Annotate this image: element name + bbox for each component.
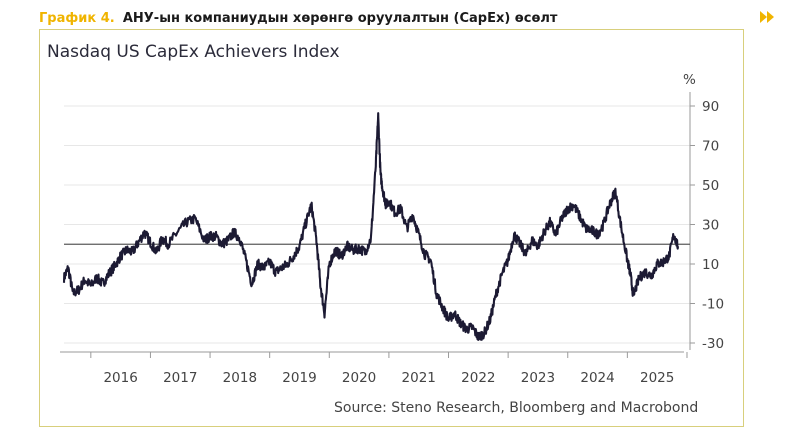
x-tick-label: 2024 [580,370,614,386]
figure-label: График 4. [39,11,115,26]
x-tick-label: 2023 [521,370,555,386]
x-tick-label: 2018 [223,370,257,386]
y-tick-label: -30 [702,336,724,352]
chart-title: Nasdaq US CapEx Achievers Index [47,42,340,62]
chart-frame [39,29,744,427]
source-note: Source: Steno Research, Bloomberg and Ma… [334,400,698,416]
x-tick-label: 2021 [402,370,436,386]
x-tick-label: 2016 [103,370,137,386]
x-tick-label: 2017 [163,370,197,386]
y-tick-label: 30 [702,218,719,234]
chart-series-layer [62,112,680,341]
chart-gridlines [64,105,690,344]
figure-title: АНУ-ын компаниудын хөрөнгө оруулалтын (C… [122,11,558,26]
x-tick-label: 2022 [461,370,495,386]
y-axis-unit-label: % [683,72,696,88]
y-tick-label: 10 [702,257,719,273]
chart-axes: 90 70 50 30 10 -10 -30 2016 2017 2018 2019 2020 2021… [60,92,724,386]
x-tick-label: 2025 [640,370,674,386]
figure-header: График 4. АНУ-ын компаниудын хөрөнгө ору… [39,8,557,30]
series-line [62,112,680,341]
double-chevron-right-icon[interactable] [760,10,778,24]
x-tick-label: 2020 [342,370,376,386]
y-tick-label: 50 [702,178,719,194]
y-tick-label: 70 [702,139,719,155]
y-tick-label: -10 [702,297,724,313]
x-tick-label: 2019 [282,370,316,386]
y-tick-label: 90 [702,99,719,115]
